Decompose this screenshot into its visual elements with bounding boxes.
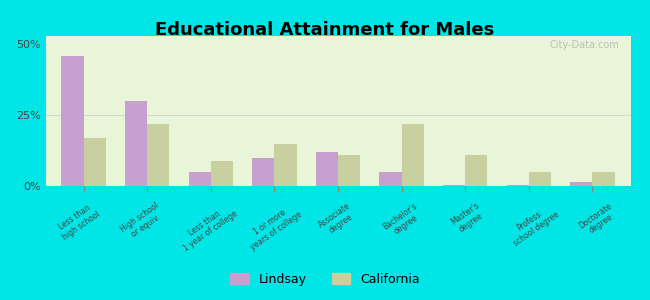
Text: Doctorate
degree: Doctorate degree: [577, 201, 619, 239]
Bar: [528, 172, 551, 186]
Bar: [274, 143, 296, 186]
Bar: [443, 184, 465, 186]
Text: City-Data.com: City-Data.com: [549, 40, 619, 50]
Text: Master's
degree: Master's degree: [449, 201, 487, 236]
Bar: [592, 172, 615, 186]
Bar: [506, 184, 528, 186]
Bar: [148, 124, 170, 186]
Text: Educational Attainment for Males: Educational Attainment for Males: [155, 21, 495, 39]
Bar: [380, 172, 402, 186]
Bar: [570, 182, 592, 186]
Bar: [465, 155, 488, 186]
Bar: [338, 155, 360, 186]
Bar: [125, 101, 148, 186]
Bar: [84, 138, 106, 186]
Legend: Lindsay, California: Lindsay, California: [225, 268, 425, 291]
Bar: [188, 172, 211, 186]
Text: High school
or equiv.: High school or equiv.: [119, 201, 167, 242]
Bar: [211, 160, 233, 186]
Text: Less than
1 year of college: Less than 1 year of college: [176, 201, 240, 253]
Text: Associate
degree: Associate degree: [317, 201, 359, 238]
Bar: [61, 56, 84, 186]
Text: Less than
high school: Less than high school: [55, 201, 101, 242]
Text: Profess.
school degree: Profess. school degree: [506, 201, 560, 247]
Bar: [316, 152, 338, 186]
Bar: [402, 124, 424, 186]
Text: Bachelor's
degree: Bachelor's degree: [381, 201, 425, 240]
Bar: [252, 158, 274, 186]
Text: 1 or more
years of college: 1 or more years of college: [242, 201, 304, 252]
